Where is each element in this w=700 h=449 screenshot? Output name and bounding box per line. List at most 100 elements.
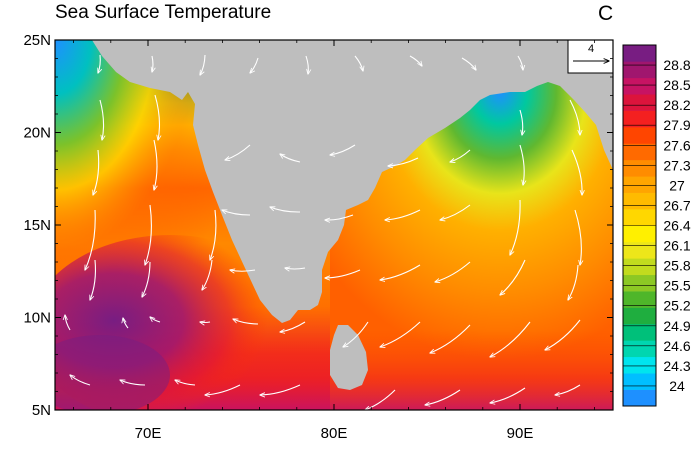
wind-vector-arrow xyxy=(280,321,306,332)
colorbar-swatch xyxy=(623,110,656,128)
wind-vector-arrow xyxy=(409,55,422,66)
colorbar-swatch xyxy=(623,389,656,407)
lat-tick-label: 10N xyxy=(23,310,51,327)
wind-vector-arrow xyxy=(233,319,259,325)
colorbar-swatch xyxy=(623,94,656,111)
wind-vector-arrow xyxy=(70,375,91,386)
wind-vector-arrow xyxy=(225,144,251,160)
wind-vector-arrow xyxy=(99,99,104,140)
wind-vector-arrow xyxy=(365,389,396,410)
colorbar-label: 25.2 xyxy=(663,298,690,314)
wind-vector-arrow xyxy=(142,261,151,297)
wind-vector-arrow xyxy=(440,204,471,220)
colorbar-swatch xyxy=(623,307,656,325)
wind-vector-arrow xyxy=(152,55,153,72)
wind-vector-arrow xyxy=(175,380,196,386)
wind-vector-arrow xyxy=(519,144,524,185)
wind-vector-arrow xyxy=(93,149,100,195)
colorbar-label: 25.8 xyxy=(663,258,690,274)
colorbar-label: 26.4 xyxy=(663,218,690,234)
lat-tick-label: 5N xyxy=(32,402,51,419)
lon-tick-label: 70E xyxy=(135,425,162,442)
wind-vector-arrow xyxy=(354,55,363,71)
land-sri-lanka xyxy=(330,325,368,390)
wind-vector-arrow xyxy=(490,387,526,403)
lon-tick-label: 80E xyxy=(321,425,348,442)
wind-vector-arrow xyxy=(519,109,523,135)
wind-vector-arrow xyxy=(280,154,301,163)
wind-vector-arrow xyxy=(205,384,241,395)
colorbar-swatch xyxy=(623,258,656,276)
colorbar-swatch xyxy=(623,209,656,226)
wind-vector-arrow xyxy=(380,264,421,280)
lat-tick-label: 20N xyxy=(23,125,51,142)
colorbar-swatch xyxy=(623,192,656,210)
colorbar-label: 28.5 xyxy=(663,77,690,93)
colorbar-label: 27.9 xyxy=(663,117,690,133)
colorbar-label: 27 xyxy=(669,177,685,193)
colorbar-swatch xyxy=(623,176,656,193)
colorbar-swatch xyxy=(623,274,656,292)
wind-vector-arrow xyxy=(65,315,71,331)
colorbar-swatch xyxy=(623,61,656,79)
wind-vector-arrow xyxy=(430,324,471,353)
wind-vector-arrow xyxy=(569,99,580,135)
colorbar-label: 24 xyxy=(669,378,685,394)
colorbar-swatch xyxy=(623,225,656,243)
lon-tick-label: 90E xyxy=(507,425,534,442)
colorbar-swatch xyxy=(623,45,656,62)
wind-vector-arrow xyxy=(435,261,471,282)
wind-vector-arrow xyxy=(200,322,211,323)
map-axes: 5N 10N 15N 20N 25N 70E 80E 90E xyxy=(23,32,613,442)
wind-vector-arrow xyxy=(90,259,97,300)
wind-vector-arrow xyxy=(200,54,206,75)
colorbar-label: 26.1 xyxy=(663,238,690,254)
wind-vector-arrow xyxy=(545,319,581,350)
wind-vector-arrow xyxy=(154,94,159,140)
wind-vector-arrow xyxy=(270,207,301,213)
colorbar-swatch xyxy=(623,340,656,358)
wind-vector-arrow xyxy=(568,264,579,300)
wind-vector-arrow xyxy=(154,139,157,190)
colorbar-label: 26.7 xyxy=(663,197,690,213)
colorbar-label: 28.2 xyxy=(663,97,690,113)
colorbar-swatch xyxy=(623,143,656,161)
lat-tick-label: 15N xyxy=(23,217,51,234)
wind-vector-arrow xyxy=(343,321,369,347)
wind-vector-arrow xyxy=(222,210,251,216)
colorbar-label: 25.5 xyxy=(663,278,690,294)
wind-vector-arrow xyxy=(425,389,461,405)
wind-vector-arrow xyxy=(305,55,308,74)
wind-vector-arrow xyxy=(85,209,96,270)
wind-vectors xyxy=(65,54,582,410)
colorbar-swatch xyxy=(623,159,656,177)
wind-vector-arrow xyxy=(461,57,476,70)
colorbar-label: 27.3 xyxy=(663,157,690,173)
wind-vector-arrow xyxy=(250,57,259,73)
wind-vector-arrow xyxy=(260,384,301,395)
wind-vector-arrow xyxy=(330,144,356,155)
colorbar-swatch xyxy=(623,373,656,390)
wind-vector-arrow xyxy=(571,149,582,195)
wind-vector-arrow xyxy=(574,209,581,265)
colorbar-swatch xyxy=(623,241,656,259)
land-indian-subcontinent xyxy=(92,40,613,323)
wind-vector-arrow xyxy=(285,268,306,269)
wind-vector-arrow xyxy=(150,317,161,323)
wind-vector-arrow xyxy=(388,157,419,166)
wind-vector-arrow xyxy=(120,380,146,386)
colorbar-label: 24.3 xyxy=(663,358,690,374)
reference-vector-label: 4 xyxy=(588,43,594,55)
wind-vector-arrow xyxy=(210,209,217,260)
wind-vector-arrow xyxy=(325,269,361,278)
colorbar-swatch xyxy=(623,77,656,95)
wind-vector-arrow xyxy=(490,321,531,357)
colorbar: 24 24.3 24.6 24.9 25.2 25.5 25.8 26.1 26.4 26.7 27… xyxy=(622,44,691,407)
wind-vector-arrow xyxy=(145,204,152,265)
colorbar-label: 28.8 xyxy=(663,57,690,73)
colorbar-swatch xyxy=(623,127,656,144)
colorbar-swatch xyxy=(623,323,656,341)
wind-vector-arrow xyxy=(555,384,581,395)
wind-vector-arrow xyxy=(385,209,421,220)
